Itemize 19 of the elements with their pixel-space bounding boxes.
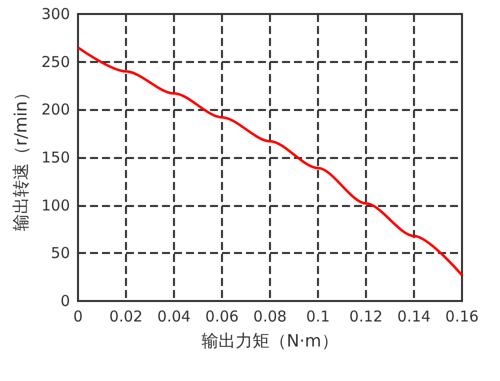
x-tick-label: 0.16	[445, 308, 479, 326]
y-tick-label: 200	[41, 100, 70, 119]
x-tick-label: 0.12	[349, 308, 383, 326]
y-tick-label: 50	[50, 244, 70, 262]
y-tick-label: 0	[60, 292, 70, 310]
line-series	[76, 46, 464, 276]
x-tick-label: 0.06	[205, 308, 239, 326]
x-tick-label: 0.04	[157, 308, 191, 326]
x-tick-label: 0.14	[397, 308, 431, 326]
y-tick-label: 300	[41, 5, 70, 23]
x-tick-label: 0	[73, 308, 83, 326]
y-axis-title: 输出转速（r/min）	[12, 84, 32, 231]
x-tick-label: 0.08	[253, 308, 287, 326]
x-tick-label: 0.1	[306, 308, 330, 326]
y-tick-label: 250	[41, 52, 70, 71]
x-axis-title: 输出力矩（N·m）	[202, 332, 338, 352]
y-tick-label: 150	[41, 148, 70, 166]
y-tick-label: 100	[41, 196, 70, 214]
x-tick-label: 0.02	[109, 308, 143, 326]
